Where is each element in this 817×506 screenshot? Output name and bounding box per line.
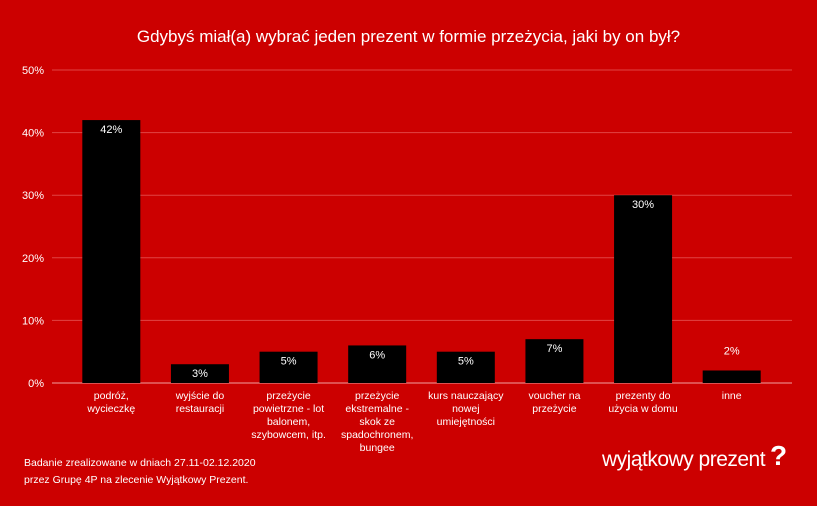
x-tick-label: restauracji [176, 403, 224, 415]
data-label: 6% [369, 349, 385, 361]
data-label: 42% [100, 124, 122, 136]
data-label: 2% [724, 345, 740, 357]
x-tick-label: wyjście do [175, 390, 225, 402]
bar [614, 195, 673, 383]
bar [170, 364, 229, 383]
x-tick-label: voucher na [528, 390, 580, 402]
x-tick-label: powietrzne - lot [253, 403, 324, 415]
x-tick-label: podróż, [94, 390, 129, 402]
data-label: 30% [632, 199, 654, 211]
x-tick-label: użycia w domu [608, 403, 678, 415]
data-label: 5% [281, 356, 297, 368]
x-tick-label: nowej [452, 403, 479, 415]
footer-note: Badanie zrealizowane w dniach 27.11-02.1… [24, 455, 256, 489]
y-tick-label: 50% [22, 65, 44, 77]
x-tick-label: wycieczkę [86, 403, 135, 415]
x-tick-label: spadochronem, [341, 429, 413, 441]
y-tick-label: 20% [22, 253, 44, 265]
bar [436, 351, 495, 383]
x-tick-label: prezenty do [616, 390, 671, 402]
footer-line-2: przez Grupę 4P na zlecenie Wyjątkowy Pre… [24, 474, 249, 486]
bar [82, 120, 141, 383]
data-label: 7% [546, 343, 562, 355]
x-tick-label: przeżycie [355, 390, 400, 402]
chart-title: Gdybyś miał(a) wybrać jeden prezent w fo… [136, 27, 681, 46]
x-tick-label: szybowcem, itp. [251, 429, 326, 441]
y-tick-label: 30% [22, 190, 44, 202]
bar [525, 339, 584, 383]
x-tick-label: przeżycie [532, 403, 577, 415]
bar [259, 351, 318, 383]
y-tick-label: 0% [28, 378, 44, 390]
x-tick-label: umiejętności [437, 416, 495, 428]
bar [348, 345, 407, 383]
data-label: 5% [458, 356, 474, 368]
brand-logo-mark: ? [770, 440, 788, 471]
x-tick-label: inne [722, 390, 742, 402]
x-tick-label: balonem, [267, 416, 310, 428]
brand-logo: wyjątkowy prezent [602, 448, 766, 471]
x-tick-label: przeżycie [266, 390, 311, 402]
x-tick-label: bungee [360, 442, 395, 454]
data-label: 3% [192, 368, 208, 380]
x-tick-label: skok ze [359, 416, 395, 428]
bar [702, 370, 761, 383]
footer-line-1: Badanie zrealizowane w dniach 27.11-02.1… [24, 457, 256, 469]
y-tick-label: 40% [22, 128, 44, 140]
x-tick-label: kurs nauczający [428, 390, 504, 402]
y-tick-label: 10% [22, 315, 44, 327]
x-tick-label: ekstremalne - [345, 403, 409, 415]
